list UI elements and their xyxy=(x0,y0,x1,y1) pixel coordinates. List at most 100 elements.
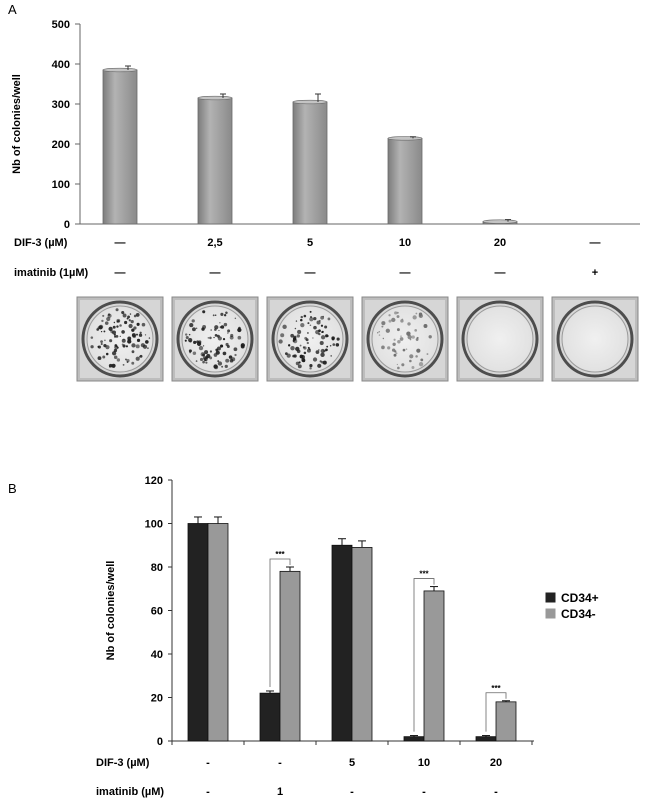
panel-a-colony-dot xyxy=(278,339,283,344)
panel-a-colony-dot xyxy=(393,338,396,341)
panel-a-colony-dot xyxy=(320,335,326,340)
panel-a-colony-dot xyxy=(121,338,126,343)
panel-a-colony-dot xyxy=(312,337,314,339)
panel-a-colony-dot xyxy=(204,350,209,355)
panel-a-well-rim xyxy=(466,305,534,373)
panel-a-colony-dot xyxy=(309,324,312,327)
panel-a-colony-dot xyxy=(306,332,309,334)
panel-b-letter: B xyxy=(8,481,17,496)
panel-a-well-rim xyxy=(561,305,629,373)
panel-a-colony-dot xyxy=(330,355,332,357)
panel-a-colony-dot xyxy=(131,343,136,348)
panel-a-colony-dot xyxy=(394,311,398,315)
panel-a-colony-dot xyxy=(201,327,205,331)
panel-a-colony-dot xyxy=(418,312,423,316)
panel-b-legend-label: CD34- xyxy=(561,607,596,621)
panel-a-colony-dot xyxy=(237,335,242,340)
panel-b-row-cell: - xyxy=(278,757,282,769)
panel-b-row-label: DIF-3 (µM) xyxy=(96,757,150,769)
panel-a-colony-dot xyxy=(111,351,117,356)
panel-a-colony-dot xyxy=(322,360,327,365)
panel-a-well-dish xyxy=(81,300,159,378)
panel-a-colony-dot xyxy=(188,349,192,353)
panel-a-colony-dot xyxy=(297,364,302,369)
panel-a-y-axis-label: Nb of colonies/well xyxy=(11,74,23,174)
panel-b-row-cell: 20 xyxy=(490,757,502,769)
panel-a-chart: Nb of colonies/well 0 100 200 300 400 500 DIF… xyxy=(11,19,640,382)
panel-a-colony-dot xyxy=(309,364,313,368)
panel-a-colony-dot xyxy=(219,322,221,324)
panel-a-colony-dot xyxy=(336,337,340,341)
panel-b-bar xyxy=(423,590,445,742)
panel-a-colony-dot xyxy=(303,346,307,350)
panel-a-colony-dot xyxy=(141,322,146,327)
panel-a-colony-dot xyxy=(420,358,424,362)
panel-b-significance-label: *** xyxy=(275,550,285,559)
panel-a-colony-dot xyxy=(382,337,385,340)
panel-a-colony-dot xyxy=(90,336,94,339)
panel-b-significance-label: *** xyxy=(491,684,501,693)
panel-a-colony-dot xyxy=(119,324,122,327)
panel-b-y-tick-label: 100 xyxy=(145,519,163,531)
panel-a-colony-dot xyxy=(121,330,125,334)
panel-a-colony-dot xyxy=(135,333,139,336)
panel-a-colony-dot xyxy=(387,346,391,350)
panel-b-legend: CD34+ CD34- xyxy=(545,591,599,621)
panel-a-condition-rows: DIF-3 (µM) — 2,5 5 10 20 — imatinib (1µM) — — — — — + xyxy=(14,237,601,279)
panel-b-legend-swatch xyxy=(545,592,556,603)
panel-a-colony-dot xyxy=(240,343,245,348)
panel-a-colony-dot xyxy=(326,345,329,348)
panel-a-colony-dot xyxy=(303,351,307,355)
panel-a-well-dish xyxy=(271,300,349,378)
panel-a-colony-dot xyxy=(396,328,400,332)
panel-a-colony-dot xyxy=(300,318,303,322)
panel-a-colony-dot xyxy=(317,349,320,351)
panel-b-legend-label: CD34+ xyxy=(561,591,599,605)
panel-b-row-cell: 1 xyxy=(277,786,283,798)
panel-b-significance-label: *** xyxy=(419,570,429,579)
panel-a-colony-dot xyxy=(185,333,188,336)
panel-a-colony-dot xyxy=(406,331,411,336)
panel-a-colony-dot xyxy=(295,361,300,366)
panel-a-colony-dot xyxy=(207,337,210,339)
panel-a-colony-dot xyxy=(216,346,221,351)
panel-a-colony-dot xyxy=(195,327,198,330)
panel-a-colony-dot xyxy=(308,348,311,351)
panel-b-row-label: imatinib (µM) xyxy=(96,786,164,798)
panel-a-row-cell: — xyxy=(495,267,506,279)
panel-a-colony-dot xyxy=(135,344,140,349)
panel-a-row-cell: — xyxy=(305,267,316,279)
panel-a-colony-dot xyxy=(298,361,301,364)
panel-a-row-cell: — xyxy=(115,237,126,249)
panel-a-colony-dot xyxy=(129,313,132,315)
panel-a-colony-dot xyxy=(209,350,213,353)
panel-a-colony-dot xyxy=(324,325,328,329)
panel-a-colony-dot xyxy=(213,336,215,339)
panel-a-colony-dot xyxy=(300,323,305,328)
panel-a-colony-dot xyxy=(307,346,310,349)
panel-a-colony-dot xyxy=(312,357,318,362)
panel-a-colony-dot xyxy=(97,326,101,330)
panel-a-colony-dot xyxy=(378,331,380,333)
panel-a-row-label: imatinib (1µM) xyxy=(14,267,89,279)
panel-a-colony-dot xyxy=(282,324,287,330)
panel-a-well-rim xyxy=(371,305,439,373)
panel-a-colony-dot xyxy=(192,351,197,355)
panel-a-colony-dot xyxy=(227,332,229,334)
panel-b-bar xyxy=(187,523,209,742)
panel-b-condition-rows: DIF-3 (µM) - - 5 10 20 imatinib (µM) - 1 - - - xyxy=(96,757,502,798)
panel-a-colony-dot xyxy=(418,361,424,367)
panel-a-colony-dot xyxy=(320,352,325,357)
panel-a-colony-dot xyxy=(126,359,130,363)
panel-a-colony-dot xyxy=(138,333,143,337)
panel-b-y-axis-label: Nb of colonies/well xyxy=(105,561,117,661)
panel-a-y-tick-label: 500 xyxy=(52,19,70,31)
panel-a-colony-dot xyxy=(409,354,414,359)
panel-a-colony-dot xyxy=(396,315,400,319)
panel-a-colony-dot xyxy=(113,333,116,336)
panel-a-row-cell: — xyxy=(590,237,601,249)
panel-b-y-tick-label: 0 xyxy=(157,736,163,748)
panel-a-colony-dot xyxy=(204,359,207,362)
panel-b-bar xyxy=(475,736,497,742)
panel-a-colony-dot xyxy=(109,339,113,343)
